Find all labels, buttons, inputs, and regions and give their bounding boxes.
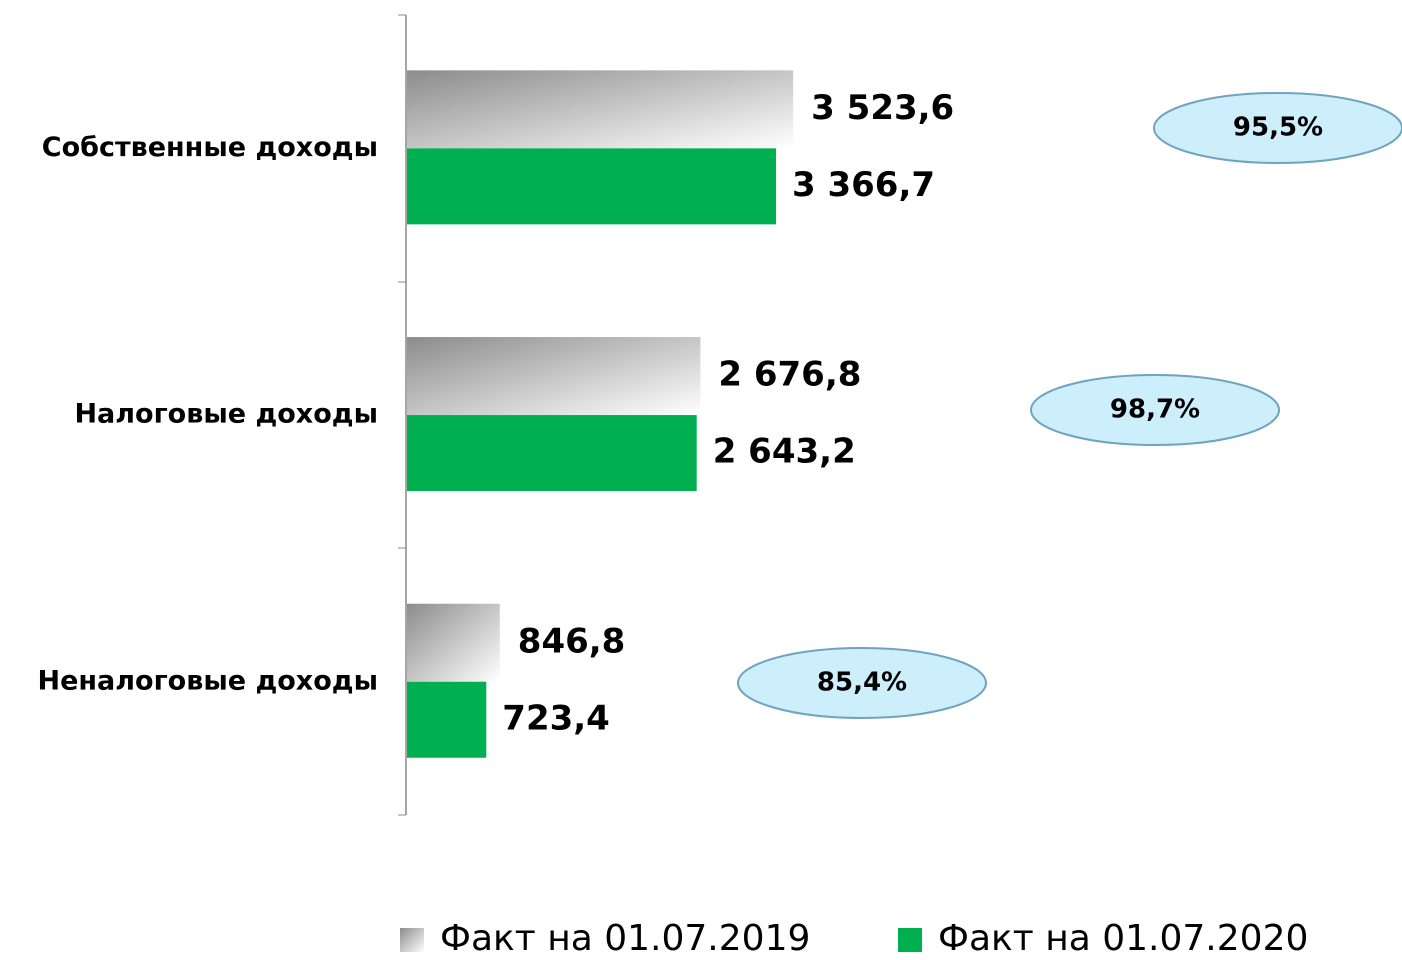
- annotation: 85,4%: [817, 668, 907, 698]
- value-label: 3 366,7: [792, 165, 935, 205]
- bar: [407, 603, 500, 682]
- legend-label: Факт на 01.07.2020: [938, 918, 1308, 956]
- bar: [407, 337, 701, 416]
- bar: [407, 148, 776, 225]
- legend-swatch: [898, 928, 922, 952]
- category-label: Налоговые доходы: [74, 399, 378, 430]
- legend-label: Факт на 01.07.2019: [440, 918, 810, 956]
- annotation-bubble: [1030, 374, 1280, 446]
- annotation-bubble: [1153, 92, 1402, 164]
- value-label: 723,4: [502, 698, 610, 738]
- category-label: Собственные доходы: [42, 132, 378, 163]
- annotation: 95,5%: [1233, 113, 1323, 143]
- legend-swatch: [400, 928, 424, 952]
- value-label: 2 676,8: [718, 355, 861, 395]
- bar: [407, 70, 794, 149]
- value-label: 2 643,2: [713, 432, 856, 472]
- category-label: Неналоговые доходы: [37, 665, 378, 696]
- annotation-bubble: [737, 647, 987, 719]
- value-label: 3 523,6: [811, 88, 954, 128]
- value-label: 846,8: [518, 621, 626, 661]
- bar: [407, 415, 697, 492]
- bar: [407, 681, 487, 758]
- annotation: 98,7%: [1110, 395, 1200, 425]
